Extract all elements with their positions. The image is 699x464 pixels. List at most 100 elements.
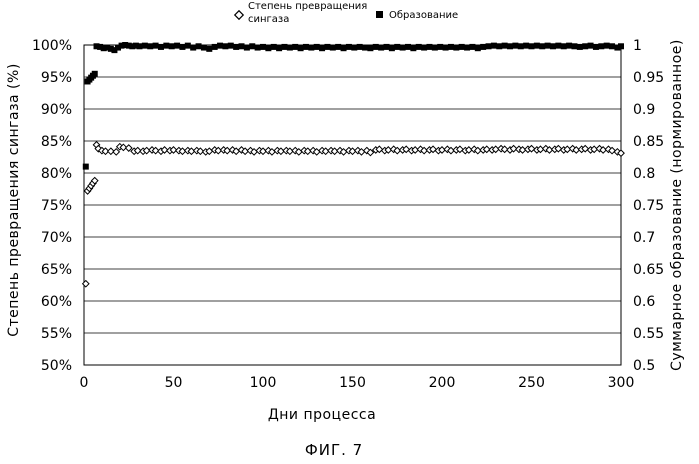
y-axis-left-title: Степень превращения сингаза (%) — [6, 63, 22, 337]
formation-point — [287, 45, 293, 51]
conversion-point — [113, 149, 119, 155]
formation-point — [588, 43, 594, 49]
formation-point — [523, 43, 529, 49]
formation-point — [550, 43, 556, 49]
grid — [84, 45, 621, 365]
formation-point — [319, 45, 325, 51]
y-left-tick-label: 75% — [41, 198, 72, 214]
formation-point — [190, 45, 196, 51]
formation-point — [421, 45, 427, 51]
x-tick-label: 250 — [518, 375, 545, 391]
y-left-tick-label: 50% — [41, 358, 72, 374]
formation-point — [443, 45, 449, 51]
x-tick-label: 100 — [250, 375, 277, 391]
legend-diamond-marker — [235, 11, 243, 19]
y-right-tick-label: 0.9 — [633, 102, 655, 118]
formation-point — [271, 44, 277, 50]
formation-point — [357, 44, 363, 50]
formation-point — [394, 44, 400, 50]
legend-label-formation: Образование — [389, 10, 458, 21]
formation-point — [169, 43, 175, 49]
formation-point — [233, 44, 239, 50]
y-right-tick-label: 0.75 — [633, 198, 664, 214]
y-right-tick-label: 0.8 — [633, 166, 655, 182]
legend-label-conversion: Степень превращениясингаза — [248, 1, 367, 25]
formation-point — [410, 45, 416, 51]
formation-point — [604, 43, 610, 49]
formation-point — [83, 164, 89, 170]
x-tick-label: 200 — [429, 375, 456, 391]
formation-point — [212, 44, 218, 50]
formation-point — [437, 44, 443, 50]
formation-point — [502, 43, 508, 49]
formation-point — [201, 45, 207, 51]
formation-point — [469, 44, 475, 50]
formation-point — [507, 43, 513, 49]
x-tick-label: 50 — [165, 375, 183, 391]
formation-point — [324, 44, 330, 50]
x-tick-label: 150 — [339, 375, 366, 391]
y-right-tick-label: 0.7 — [633, 230, 655, 246]
formation-point — [153, 43, 159, 49]
formation-point — [92, 71, 98, 77]
formation-point — [298, 45, 304, 51]
formation-point — [566, 43, 572, 49]
formation-point — [518, 43, 524, 49]
formation-point — [249, 43, 255, 49]
formation-point — [486, 43, 492, 49]
legend-item-conversion: Степень превращениясингаза — [235, 1, 368, 25]
y-right-tick-label: 0.55 — [633, 326, 664, 342]
formation-point — [405, 44, 411, 50]
formation-point — [426, 44, 432, 50]
series-conversion — [83, 142, 625, 287]
formation-point — [142, 43, 148, 49]
formation-point — [378, 45, 384, 51]
formation-point — [512, 43, 518, 49]
formation-point — [464, 45, 470, 51]
x-tick-label: 300 — [608, 375, 635, 391]
formation-point — [330, 45, 336, 51]
y-axis-right-title: Суммарное образование (нормированное) — [669, 39, 685, 371]
formation-point — [453, 45, 459, 51]
formation-point — [179, 44, 185, 50]
formation-point — [303, 44, 309, 50]
formation-point — [593, 44, 599, 50]
formation-point — [400, 45, 406, 51]
y-left-tick-label: 100% — [32, 38, 72, 54]
legend-square-marker — [376, 11, 383, 18]
formation-point — [308, 45, 314, 51]
formation-point — [571, 43, 577, 49]
formation-point — [244, 45, 250, 51]
formation-point — [561, 43, 567, 49]
formation-point — [582, 43, 588, 49]
formation-point — [362, 45, 368, 51]
formation-point — [346, 44, 352, 50]
formation-point — [222, 43, 228, 49]
formation-point — [276, 45, 282, 51]
formation-point — [577, 44, 583, 50]
formation-point — [598, 43, 604, 49]
formation-point — [196, 43, 202, 49]
y-left-tick-label: 60% — [41, 294, 72, 310]
formation-point — [618, 43, 624, 49]
formation-point — [534, 43, 540, 49]
formation-point — [529, 43, 535, 49]
formation-point — [341, 45, 347, 51]
formation-point — [480, 44, 486, 50]
y-left-tick-label: 55% — [41, 326, 72, 342]
figure-caption: ФИГ. 7 — [305, 441, 363, 459]
formation-point — [335, 44, 341, 50]
formation-point — [255, 45, 261, 51]
formation-point — [265, 45, 271, 51]
formation-point — [459, 44, 465, 50]
data-series — [83, 42, 625, 287]
formation-point — [448, 44, 454, 50]
formation-point — [147, 43, 153, 49]
tick-labels: 100%95%90%85%80%75%70%65%60%55%50%10.950… — [32, 38, 664, 391]
y-right-tick-label: 0.85 — [633, 134, 664, 150]
formation-point — [351, 45, 357, 51]
formation-point — [163, 43, 169, 49]
y-left-tick-label: 90% — [41, 102, 72, 118]
formation-point — [158, 44, 164, 50]
